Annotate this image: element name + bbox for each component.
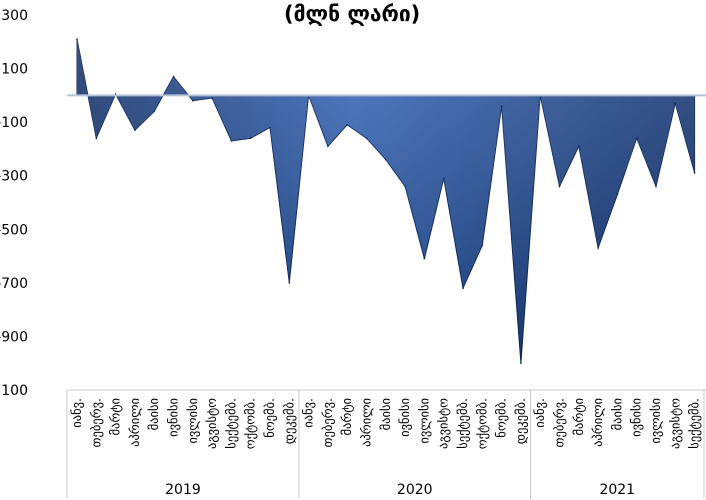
- y-tick-label: -300: [0, 169, 28, 185]
- data-point: [153, 110, 155, 113]
- x-tick-label: ივლისი: [648, 398, 663, 444]
- x-tick-label: აპრილი: [127, 398, 142, 447]
- data-point: [693, 172, 696, 174]
- data-point: [462, 287, 464, 290]
- data-point: [211, 97, 213, 99]
- x-tick-label: სექტემბ.: [687, 398, 702, 449]
- data-point: [192, 99, 194, 102]
- data-point: [249, 137, 252, 140]
- x-tick-label: მაისი: [609, 398, 624, 430]
- y-tick-label: -100: [0, 115, 28, 131]
- data-point: [269, 126, 271, 129]
- data-point: [385, 158, 387, 161]
- data-point: [288, 282, 291, 284]
- x-tick-label: ივლისი: [185, 398, 200, 444]
- y-tick-label: 100: [1, 62, 28, 78]
- data-point: [134, 129, 136, 131]
- x-tick-label: აპრილი: [590, 398, 605, 447]
- data-point: [95, 137, 98, 140]
- data-point: [423, 257, 426, 260]
- data-point: [500, 105, 503, 107]
- x-tick-label: მარტი: [339, 398, 354, 435]
- data-point: [655, 185, 657, 188]
- y-tick-label: -900: [0, 329, 28, 345]
- x-tick-label: იანვ.: [69, 398, 84, 428]
- year-label: 2019: [165, 482, 201, 498]
- x-tick-label: დეკემბ.: [281, 398, 296, 444]
- y-tick-label: -1 100: [0, 383, 28, 399]
- x-tick-label: მაისი: [378, 398, 393, 430]
- area-shade: [77, 39, 695, 364]
- data-point: [616, 193, 619, 196]
- x-tick-label: ოქტომბ.: [243, 398, 258, 449]
- data-point: [558, 185, 561, 188]
- x-tick-label: ოქტომბ.: [474, 398, 489, 449]
- data-point: [365, 137, 368, 140]
- data-point: [172, 75, 175, 78]
- x-tick-label: სექტემბ.: [455, 398, 470, 449]
- data-point: [230, 140, 233, 142]
- x-tick-label: ივნისი: [166, 398, 181, 437]
- y-tick-label: 300: [1, 8, 28, 24]
- x-axis: იანვ. თებერვ. მარტი აპრილი მაისი ივნისი ივლისი…: [66, 389, 706, 498]
- x-tick-label: დეკემბ.: [513, 398, 528, 444]
- data-point: [597, 247, 599, 249]
- x-tick-label: აგვისტო: [436, 398, 451, 449]
- data-point: [481, 244, 484, 247]
- x-tick-label: აგვისტო: [204, 398, 219, 449]
- x-tick-label: ნოემბ.: [262, 398, 277, 438]
- data-point: [346, 124, 349, 126]
- x-tick-label: აგვისტო: [667, 398, 682, 449]
- x-tick-label: იანვ.: [532, 398, 547, 428]
- year-label: 2020: [397, 482, 433, 498]
- x-tick-label: ნოემბ.: [494, 398, 509, 438]
- data-point: [327, 145, 329, 148]
- x-tick-label: თებერვ.: [552, 398, 567, 448]
- x-tick-label: ივლისი: [416, 398, 431, 444]
- x-tick-label: ივნისი: [629, 398, 644, 437]
- y-tick-label: -700: [0, 276, 28, 292]
- data-point: [76, 38, 78, 40]
- y-tick-label: -500: [0, 222, 28, 238]
- x-tick-label: მარტი: [571, 398, 586, 435]
- data-point: [635, 137, 638, 140]
- x-tick-label: იანვ.: [301, 398, 316, 428]
- area-series: [76, 38, 696, 365]
- data-point: [520, 362, 522, 365]
- x-tick-label: მაისი: [146, 398, 161, 430]
- data-point: [404, 185, 406, 188]
- x-tick-label: აპრილი: [359, 398, 374, 447]
- x-tick-label: სექტემბ.: [223, 398, 238, 449]
- x-tick-label: თებერვ.: [320, 398, 335, 448]
- chart-title: (მლნ ლარი): [284, 2, 421, 26]
- x-tick-label: ივნისი: [397, 398, 412, 437]
- y-axis: 300 100 -100 -300 -500 -700 -900 -1 100: [0, 8, 28, 399]
- data-point: [578, 145, 580, 148]
- x-tick-label: მარტი: [108, 398, 123, 435]
- x-tick-label: თებერვ.: [88, 398, 103, 448]
- data-point: [674, 102, 677, 105]
- year-label: 2021: [599, 482, 635, 498]
- data-point: [442, 177, 445, 180]
